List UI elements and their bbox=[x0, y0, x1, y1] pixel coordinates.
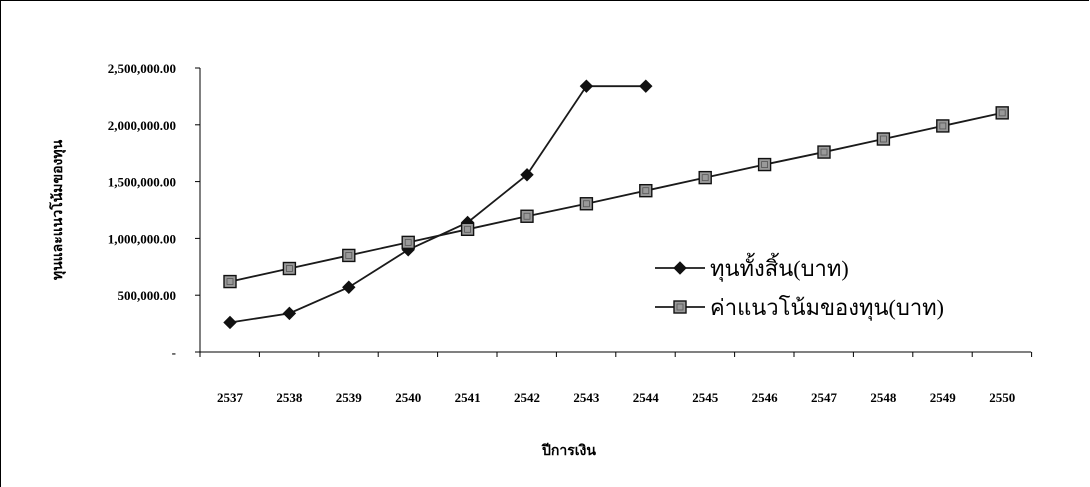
y-tick-label: 2,500,000.00 bbox=[108, 61, 176, 76]
data-point bbox=[579, 197, 594, 211]
data-point bbox=[460, 222, 475, 237]
x-axis-ticks: 2537 2538 2539 2540 2541 2542 2543 2544 2545 2546… bbox=[199, 352, 1033, 405]
x-tick-label: 2541 bbox=[455, 390, 481, 405]
data-point bbox=[995, 106, 1009, 120]
y-tick-label: 1,500,000.00 bbox=[108, 175, 176, 190]
chart-series bbox=[223, 79, 1009, 330]
y-axis-ticks: - 500,000.00 1,000,000.00 1,500,000.00 2,000… bbox=[108, 61, 200, 360]
legend-marker bbox=[673, 261, 687, 275]
data-point bbox=[342, 280, 356, 294]
y-tick-label: - bbox=[172, 345, 176, 360]
legend-item: ทุนทั้งสิ้น(บาท) bbox=[655, 253, 849, 282]
series-line bbox=[229, 111, 1003, 283]
data-point bbox=[876, 132, 891, 146]
legend-label: ค่าแนวโน้มของทุน(บาท) bbox=[710, 295, 944, 321]
data-point bbox=[223, 315, 237, 330]
data-point bbox=[223, 274, 237, 289]
data-point bbox=[936, 119, 950, 133]
data-point bbox=[817, 145, 831, 159]
data-point bbox=[520, 209, 534, 223]
x-tick-label: 2547 bbox=[811, 390, 838, 405]
x-tick-label: 2540 bbox=[395, 390, 421, 405]
x-tick-label: 2539 bbox=[336, 390, 363, 405]
x-tick-label: 2544 bbox=[633, 390, 660, 405]
x-tick-label: 2549 bbox=[930, 390, 957, 405]
y-axis-title: ทุนและแนวโน้มของทุน bbox=[48, 139, 66, 280]
chart-legend: ทุนทั้งสิ้น(บาท) ค่าแนวโน้มของทุน(บาท) bbox=[655, 253, 944, 321]
x-tick-label: 2546 bbox=[752, 390, 779, 405]
data-point bbox=[757, 157, 772, 172]
data-point bbox=[401, 235, 415, 250]
x-tick-label: 2543 bbox=[573, 390, 600, 405]
x-tick-label: 2537 bbox=[217, 390, 244, 405]
x-tick-label: 2548 bbox=[870, 390, 897, 405]
data-point bbox=[520, 168, 534, 182]
series-2 bbox=[223, 106, 1009, 289]
data-point bbox=[579, 79, 594, 93]
x-tick-label: 2538 bbox=[276, 390, 303, 405]
x-axis-title: ปีการเงิน bbox=[541, 443, 597, 459]
y-tick-label: 1,000,000.00 bbox=[108, 231, 176, 246]
y-tick-label: 2,000,000.00 bbox=[108, 118, 176, 133]
x-tick-label: 2542 bbox=[514, 390, 540, 405]
x-tick-label: 2550 bbox=[989, 390, 1015, 405]
legend-marker bbox=[673, 300, 687, 314]
x-tick-label: 2545 bbox=[692, 390, 719, 405]
data-point bbox=[282, 261, 297, 276]
data-point bbox=[342, 248, 356, 263]
data-point bbox=[282, 306, 297, 321]
legend-label: ทุนทั้งสิ้น(บาท) bbox=[710, 253, 849, 282]
data-point bbox=[698, 170, 712, 185]
data-point bbox=[639, 183, 653, 198]
legend-item: ค่าแนวโน้มของทุน(บาท) bbox=[655, 295, 944, 321]
y-tick-label: 500,000.00 bbox=[118, 288, 177, 303]
data-point bbox=[639, 79, 653, 93]
